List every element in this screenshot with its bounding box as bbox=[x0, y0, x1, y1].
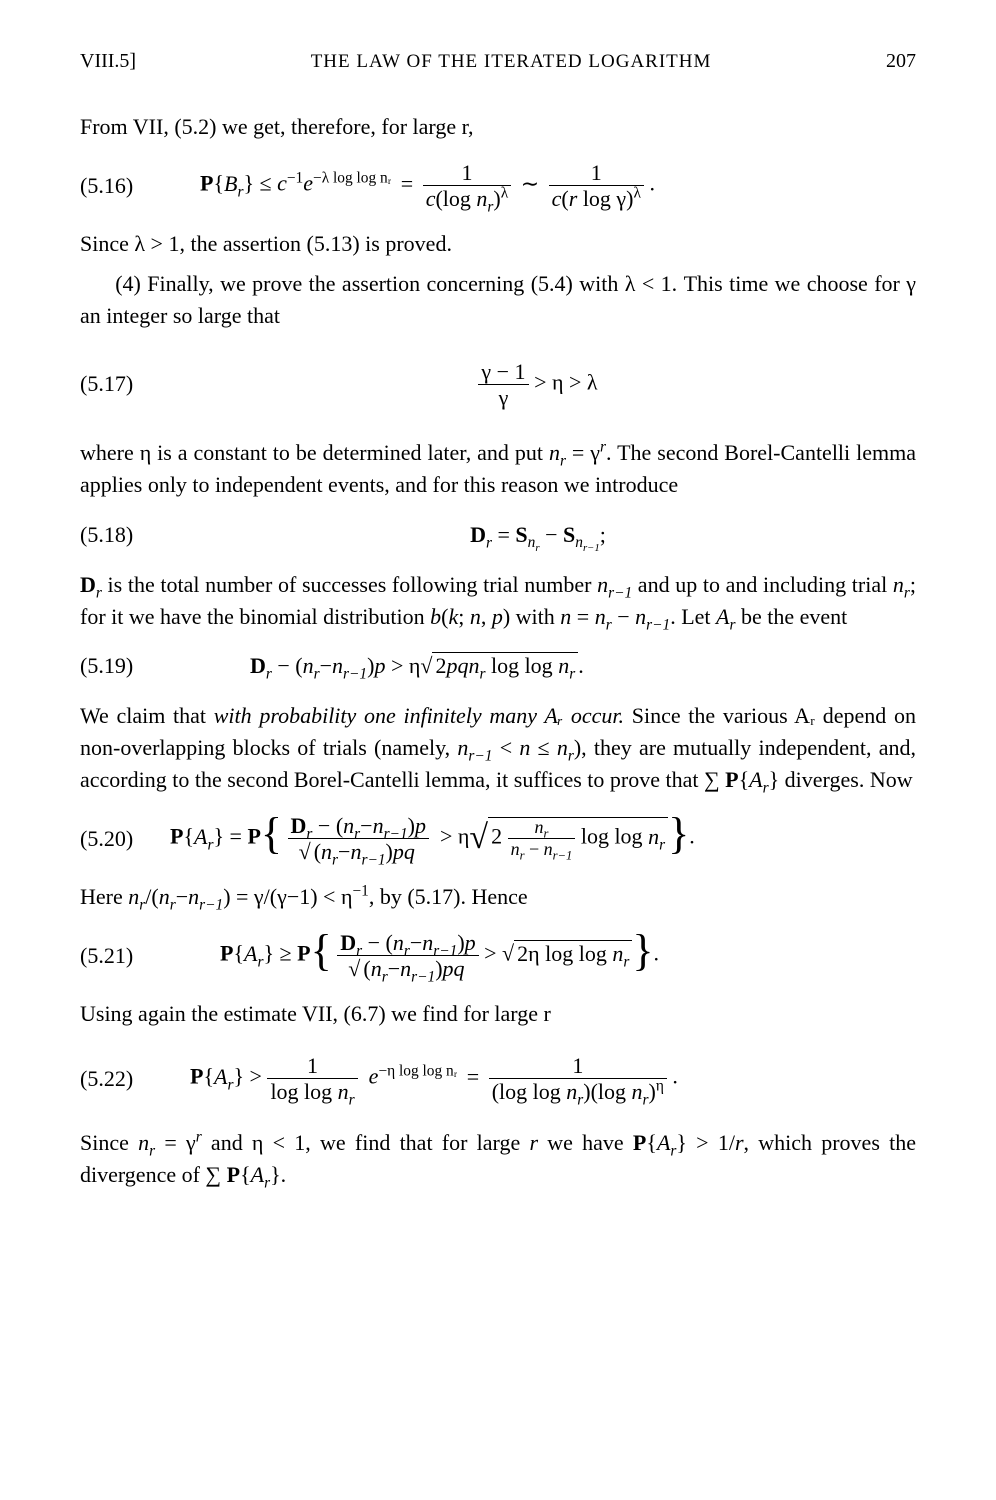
eq-label: (5.16) bbox=[80, 170, 160, 202]
den: log log nr bbox=[267, 1079, 357, 1103]
tail: ; bbox=[600, 522, 606, 547]
num: Dr − (nr−nr−1)p bbox=[288, 814, 429, 839]
den: c(r log γ)λ bbox=[549, 186, 644, 210]
eq-body: Dr − (nr−nr−1)p > η√2pqnr log log nr. bbox=[160, 650, 916, 682]
equation-5-16: (5.16) P{Br} ≤ c−1e−λ log log nᵣ = 1 c(l… bbox=[80, 161, 916, 210]
exp: −λ log log nᵣ bbox=[313, 169, 391, 186]
page-number: 207 bbox=[886, 50, 916, 73]
page: VIII.5] THE LAW OF THE ITERATED LOGARITH… bbox=[0, 0, 996, 1500]
para-8: Using again the estimate VII, (6.7) we f… bbox=[80, 998, 916, 1030]
para-5: Dr is the total number of successes foll… bbox=[80, 569, 916, 633]
frac-1: 1 log log nr bbox=[267, 1054, 357, 1103]
para-1: From VII, (5.2) we get, therefore, for l… bbox=[80, 111, 916, 143]
num: γ − 1 bbox=[478, 360, 528, 385]
eq-label: (5.21) bbox=[80, 940, 160, 972]
para-7: Here nr/(nr−nr−1) = γ/(γ−1) < η−1, by (5… bbox=[80, 881, 916, 913]
eq-body: P{Br} ≤ c−1e−λ log log nᵣ = 1 c(log nr)λ… bbox=[160, 161, 916, 210]
den: γ bbox=[478, 385, 528, 409]
para-9: Since nr = γr and η < 1, we find that fo… bbox=[80, 1127, 916, 1191]
den: √(nr−nr−1)pq bbox=[337, 956, 478, 980]
eq-body: P{Ar} = P{ Dr − (nr−nr−1)p √(nr−nr−1)pq … bbox=[160, 814, 916, 863]
eq-label: (5.20) bbox=[80, 823, 160, 855]
equation-5-20: (5.20) P{Ar} = P{ Dr − (nr−nr−1)p √(nr−n… bbox=[80, 814, 916, 863]
frac-1: 1 c(log nr)λ bbox=[423, 161, 512, 210]
body: From VII, (5.2) we get, therefore, for l… bbox=[80, 111, 916, 1191]
text: where η is a constant to be determined l… bbox=[80, 440, 549, 465]
eq-label: (5.17) bbox=[80, 368, 160, 400]
section-label: VIII.5] bbox=[80, 50, 136, 73]
num: 1 bbox=[549, 161, 644, 186]
para-3: (4) Finally, we prove the assertion conc… bbox=[80, 268, 916, 332]
frac: γ − 1 γ bbox=[478, 360, 528, 409]
eq-body: γ − 1 γ > η > λ bbox=[160, 360, 916, 409]
para-6: We claim that with probability one infin… bbox=[80, 700, 916, 796]
den: √(nr−nr−1)pq bbox=[288, 839, 429, 863]
num: 1 bbox=[267, 1054, 357, 1079]
running-title: THE LAW OF THE ITERATED LOGARITHM bbox=[136, 51, 886, 73]
emphasis: with probability one infinitely many Aᵣ … bbox=[214, 703, 624, 728]
para-4: where η is a constant to be determined l… bbox=[80, 437, 916, 501]
den: c(log nr)λ bbox=[423, 186, 512, 210]
eq-body: P{Ar} ≥ P{ Dr − (nr−nr−1)p √(nr−nr−1)pq … bbox=[160, 931, 916, 980]
tail: . bbox=[649, 171, 655, 196]
rhs: > η > λ bbox=[534, 369, 598, 394]
equation-5-18: (5.18) Dr = Snr − Snr−1; bbox=[80, 519, 916, 551]
text: We claim that bbox=[80, 703, 214, 728]
equation-5-22: (5.22) P{Ar} > 1 log log nr e−η log log … bbox=[80, 1054, 916, 1103]
running-head: VIII.5] THE LAW OF THE ITERATED LOGARITH… bbox=[80, 50, 916, 73]
frac: Dr − (nr−nr−1)p √(nr−nr−1)pq bbox=[288, 814, 429, 863]
num: 1 bbox=[423, 161, 512, 186]
den: (log log nr)(log nr)η bbox=[489, 1079, 667, 1103]
frac-2: 1 (log log nr)(log nr)η bbox=[489, 1054, 667, 1103]
equation-5-19: (5.19) Dr − (nr−nr−1)p > η√2pqnr log log… bbox=[80, 650, 916, 682]
eq-body: P{Ar} > 1 log log nr e−η log log nᵣ = 1 … bbox=[160, 1054, 916, 1103]
equation-5-17: (5.17) γ − 1 γ > η > λ bbox=[80, 360, 916, 409]
exp: −η log log nᵣ bbox=[378, 1062, 457, 1079]
frac-2: 1 c(r log γ)λ bbox=[549, 161, 644, 210]
num: 1 bbox=[489, 1054, 667, 1079]
frac: Dr − (nr−nr−1)p √(nr−nr−1)pq bbox=[337, 931, 478, 980]
eq-label: (5.19) bbox=[80, 650, 160, 682]
eq-label: (5.18) bbox=[80, 519, 160, 551]
num: Dr − (nr−nr−1)p bbox=[337, 931, 478, 956]
tail: . bbox=[672, 1064, 678, 1089]
eq-label: (5.22) bbox=[80, 1063, 160, 1095]
tilde: ∼ bbox=[517, 171, 543, 196]
equation-5-21: (5.21) P{Ar} ≥ P{ Dr − (nr−nr−1)p √(nr−n… bbox=[80, 931, 916, 980]
eq-body: Dr = Snr − Snr−1; bbox=[160, 519, 916, 551]
para-2: Since λ > 1, the assertion (5.13) is pro… bbox=[80, 228, 916, 260]
